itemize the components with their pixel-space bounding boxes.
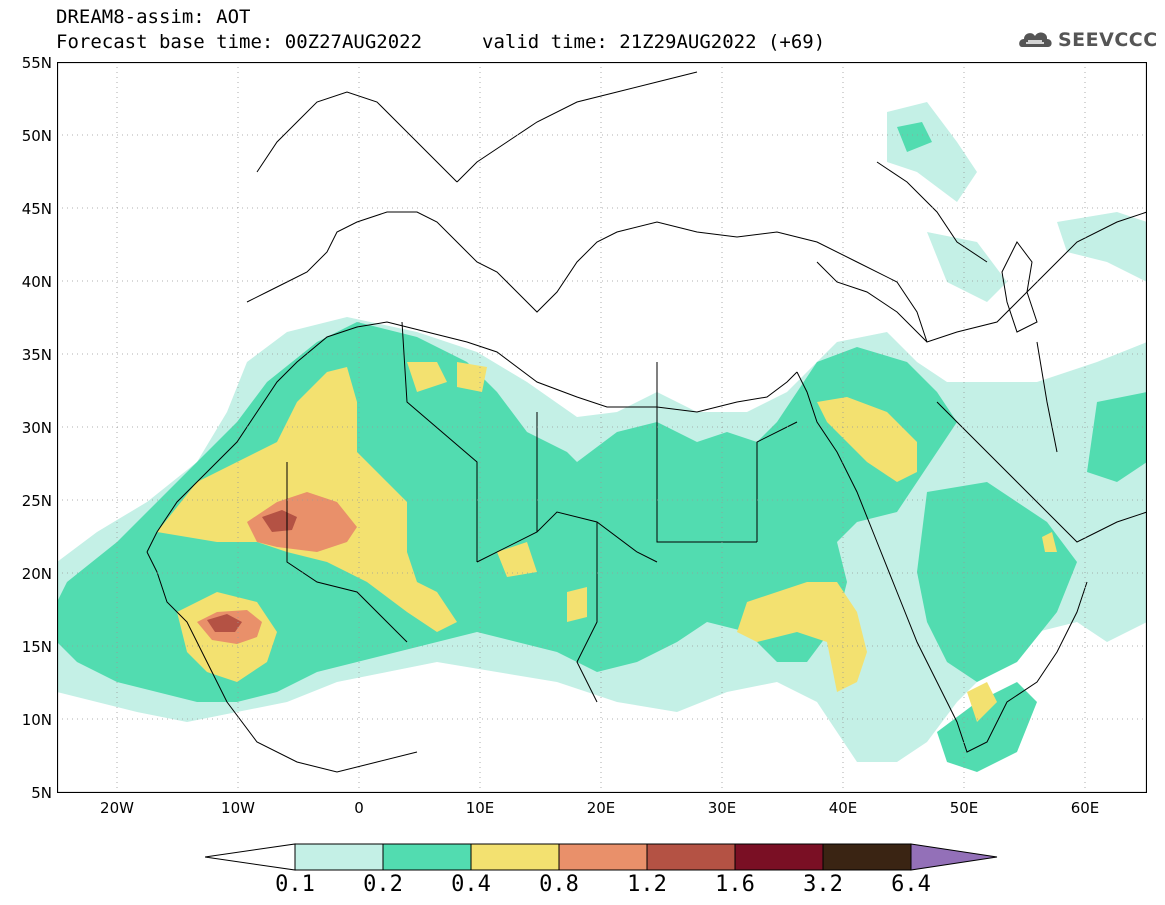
lat-label: 45N [21, 200, 52, 218]
coastlines [146, 71, 1147, 773]
colorbar-seg-0.8 [558, 843, 648, 871]
colorbar-label: 0.8 [539, 872, 579, 897]
colorbar-seg-0.2 [382, 843, 472, 871]
lon-label: 60E [1070, 799, 1100, 817]
caspian-sea [1001, 241, 1038, 333]
map-border [57, 62, 1147, 793]
lat-label: 50N [21, 127, 52, 145]
map-title: DREAM8-assim: AOT [56, 6, 251, 28]
lat-label: 10N [21, 711, 52, 729]
colorbar-seg-1.2 [646, 843, 736, 871]
lat-label: 35N [21, 346, 52, 364]
logo-text: SEEVCCC [1058, 29, 1158, 51]
colorbar-seg-below [205, 843, 296, 871]
graticule [57, 62, 1147, 793]
colorbar-label: 0.1 [275, 872, 315, 897]
lat-label: 55N [21, 54, 52, 72]
colorbar-label: 1.2 [627, 872, 667, 897]
aot-map [57, 62, 1147, 793]
lat-label: 5N [31, 784, 52, 802]
lon-label: 20W [100, 799, 134, 817]
colorbar-label: 6.4 [891, 872, 931, 897]
colorbar-label: 0.4 [451, 872, 491, 897]
colorbar-seg-1.6 [734, 843, 824, 871]
lat-label: 15N [21, 638, 52, 656]
lon-label: 10E [465, 799, 495, 817]
lat-label: 20N [21, 565, 52, 583]
valid-time: valid time: 21Z29AUG2022 (+69) [482, 31, 826, 53]
colorbar-seg-0.1 [294, 843, 384, 871]
colorbar-seg-0.4 [470, 843, 560, 871]
lat-label: 25N [21, 492, 52, 510]
seevccc-logo-icon [1019, 32, 1052, 47]
aot-level-0.2 [57, 122, 1147, 772]
lon-label: 30E [707, 799, 737, 817]
lon-label: 50E [949, 799, 979, 817]
lat-label: 30N [21, 419, 52, 437]
lon-label: 40E [828, 799, 858, 817]
lat-label: 40N [21, 273, 52, 291]
lon-label: 0 [354, 799, 364, 817]
colorbar-label: 0.2 [363, 872, 403, 897]
lon-label: 10W [221, 799, 255, 817]
colorbar-seg-3.2 [822, 843, 912, 871]
aot-level-1.2 [207, 510, 297, 632]
colorbar-label: 3.2 [803, 872, 843, 897]
colorbar-seg-above [910, 843, 998, 871]
forecast-base-time: Forecast base time: 00Z27AUG2022 [56, 31, 423, 53]
colorbar-label: 1.6 [715, 872, 755, 897]
lon-label: 20E [586, 799, 616, 817]
colorbar [205, 843, 998, 871]
